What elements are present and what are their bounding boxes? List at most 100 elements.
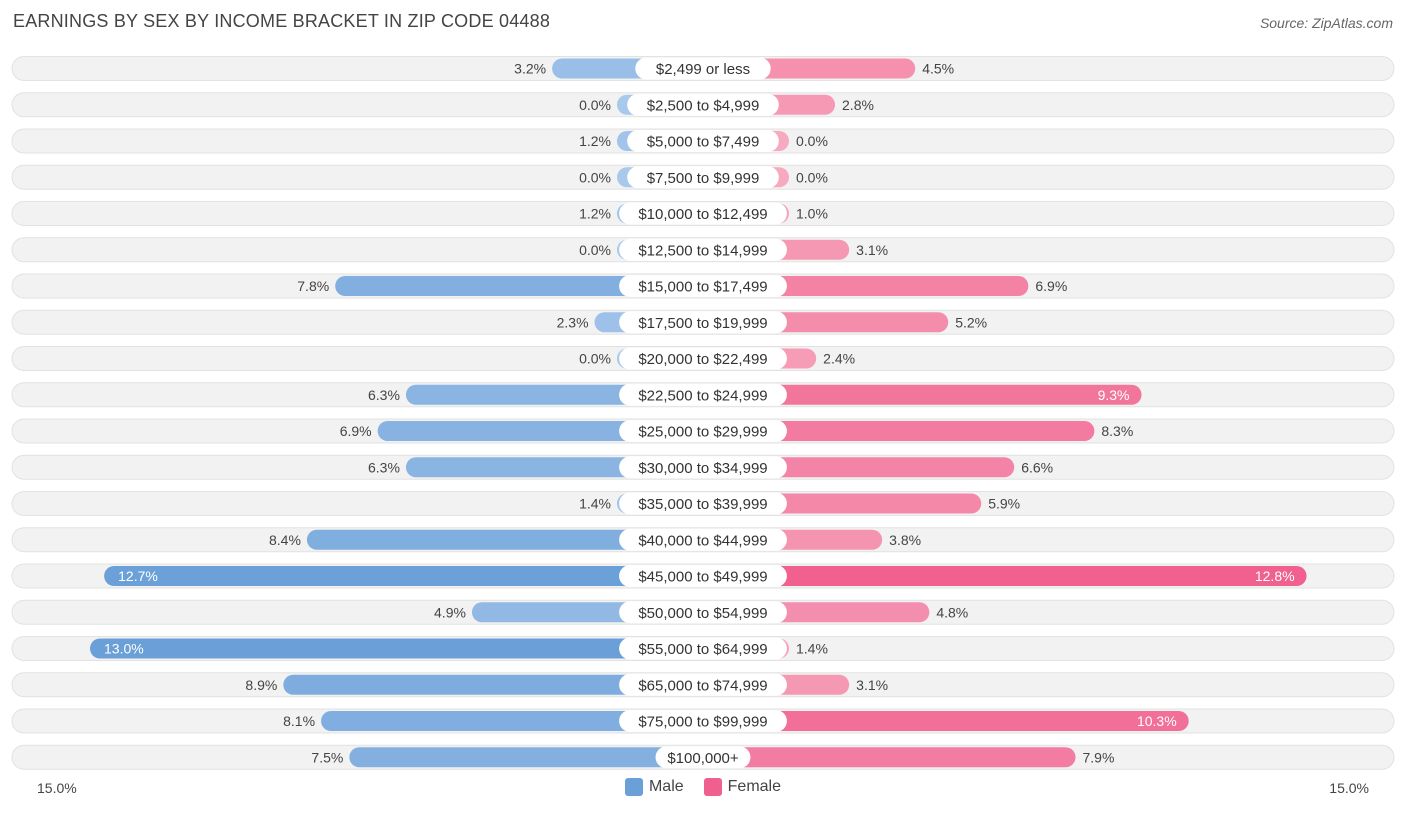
category-label: $22,500 to $24,999 xyxy=(638,387,767,404)
male-value-label: 8.1% xyxy=(283,713,315,729)
category-label: $25,000 to $29,999 xyxy=(638,424,767,441)
category-label: $30,000 to $34,999 xyxy=(638,460,767,477)
female-value-label: 1.4% xyxy=(796,641,828,657)
legend: Male Female xyxy=(0,778,1406,796)
female-value-label: 3.1% xyxy=(856,242,888,258)
male-bar xyxy=(104,566,703,586)
category-pill xyxy=(619,383,787,406)
category-label: $75,000 to $99,999 xyxy=(638,714,767,731)
legend-male-label: Male xyxy=(648,778,684,795)
category-label: $15,000 to $17,499 xyxy=(638,279,767,296)
category-label: $12,500 to $14,999 xyxy=(638,242,767,259)
female-value-label: 10.3% xyxy=(1137,713,1177,729)
category-pill xyxy=(619,275,787,297)
female-value-label: 3.8% xyxy=(889,532,921,548)
category-label: $40,000 to $44,999 xyxy=(638,532,767,549)
female-bar xyxy=(703,421,1095,441)
female-value-label: 0.0% xyxy=(796,133,828,149)
male-value-label: 6.3% xyxy=(368,387,400,403)
legend-female-label: Female xyxy=(727,778,782,795)
category-label: $17,500 to $19,999 xyxy=(638,315,767,332)
category-label: $45,000 to $49,999 xyxy=(638,569,767,586)
female-value-label: 0.0% xyxy=(796,169,828,185)
male-value-label: 6.3% xyxy=(368,459,400,475)
category-pill xyxy=(619,311,787,334)
male-value-label: 0.0% xyxy=(579,351,611,367)
category-label: $2,500 to $4,999 xyxy=(647,97,760,114)
male-value-label: 7.8% xyxy=(297,278,329,294)
category-pill xyxy=(627,166,779,189)
female-value-label: 4.8% xyxy=(936,604,968,620)
male-value-label: 7.5% xyxy=(311,749,343,765)
category-label: $7,500 to $9,999 xyxy=(647,170,760,187)
legend-item-male[interactable]: Male xyxy=(624,778,684,796)
male-value-label: 0.0% xyxy=(579,242,611,258)
category-pill xyxy=(619,637,787,660)
female-swatch-icon xyxy=(703,778,722,796)
category-pill xyxy=(627,130,779,152)
male-value-label: 12.7% xyxy=(118,568,158,584)
category-label: $5,000 to $7,499 xyxy=(647,134,760,151)
male-bar xyxy=(321,711,703,731)
female-value-label: 8.3% xyxy=(1101,423,1133,439)
category-pill xyxy=(619,565,787,587)
category-pill xyxy=(619,601,787,624)
male-value-label: 3.2% xyxy=(514,61,546,77)
category-pill xyxy=(619,347,787,370)
male-value-label: 2.3% xyxy=(557,314,589,330)
category-pill xyxy=(627,93,779,116)
category-pill xyxy=(619,238,787,261)
male-value-label: 0.0% xyxy=(579,169,611,185)
category-pill xyxy=(619,528,787,551)
category-label: $35,000 to $39,999 xyxy=(638,496,767,513)
male-value-label: 1.2% xyxy=(579,133,611,149)
male-swatch-icon xyxy=(624,778,643,796)
category-pill xyxy=(619,492,787,515)
female-value-label: 6.6% xyxy=(1021,459,1053,475)
male-bar xyxy=(283,674,703,695)
female-value-label: 5.2% xyxy=(955,314,987,330)
male-value-label: 8.4% xyxy=(269,532,301,548)
category-pill xyxy=(619,420,787,442)
female-value-label: 6.9% xyxy=(1035,278,1067,294)
male-value-label: 4.9% xyxy=(434,604,466,620)
category-label: $100,000+ xyxy=(667,750,739,767)
male-bar xyxy=(306,529,703,550)
male-value-label: 13.0% xyxy=(104,641,144,657)
male-bar xyxy=(335,276,703,296)
category-label: $50,000 to $54,999 xyxy=(638,605,767,622)
male-value-label: 1.4% xyxy=(579,496,611,512)
female-bar xyxy=(703,384,1142,405)
female-value-label: 4.5% xyxy=(922,61,954,77)
female-value-label: 1.0% xyxy=(796,206,828,222)
male-value-label: 8.9% xyxy=(245,677,277,693)
female-value-label: 9.3% xyxy=(1098,387,1130,403)
female-value-label: 5.9% xyxy=(988,496,1020,512)
legend-item-female[interactable]: Female xyxy=(703,778,782,796)
category-pill xyxy=(619,710,787,732)
category-pill xyxy=(635,57,771,80)
category-label: $20,000 to $22,499 xyxy=(638,351,767,368)
female-bar xyxy=(703,711,1189,731)
male-value-label: 6.9% xyxy=(340,423,372,439)
category-label: $2,499 or less xyxy=(656,61,750,78)
category-label: $10,000 to $12,499 xyxy=(638,206,767,223)
source-label: Source: ZipAtlas.com xyxy=(1259,15,1393,31)
chart-area: $2,499 or less 3.2% 4.5% $2,500 to $4,999 0.… xyxy=(11,56,1395,770)
male-bar xyxy=(90,638,703,659)
chart-title: EARNINGS BY SEX BY INCOME BRACKET IN ZIP… xyxy=(13,11,551,31)
male-value-label: 1.2% xyxy=(579,206,611,222)
female-value-label: 3.1% xyxy=(856,677,888,693)
axis-left-label: 15.0% xyxy=(37,780,77,796)
category-label: $55,000 to $64,999 xyxy=(638,641,767,658)
category-label: $65,000 to $74,999 xyxy=(638,677,767,694)
female-bar xyxy=(703,566,1307,586)
female-value-label: 2.4% xyxy=(823,351,855,367)
category-pill xyxy=(619,673,787,696)
male-value-label: 0.0% xyxy=(579,97,611,113)
axis-right-label: 15.0% xyxy=(1329,780,1369,796)
female-value-label: 7.9% xyxy=(1083,749,1115,765)
female-value-label: 12.8% xyxy=(1255,568,1295,584)
female-bar xyxy=(703,747,1076,768)
category-pill xyxy=(619,456,787,479)
